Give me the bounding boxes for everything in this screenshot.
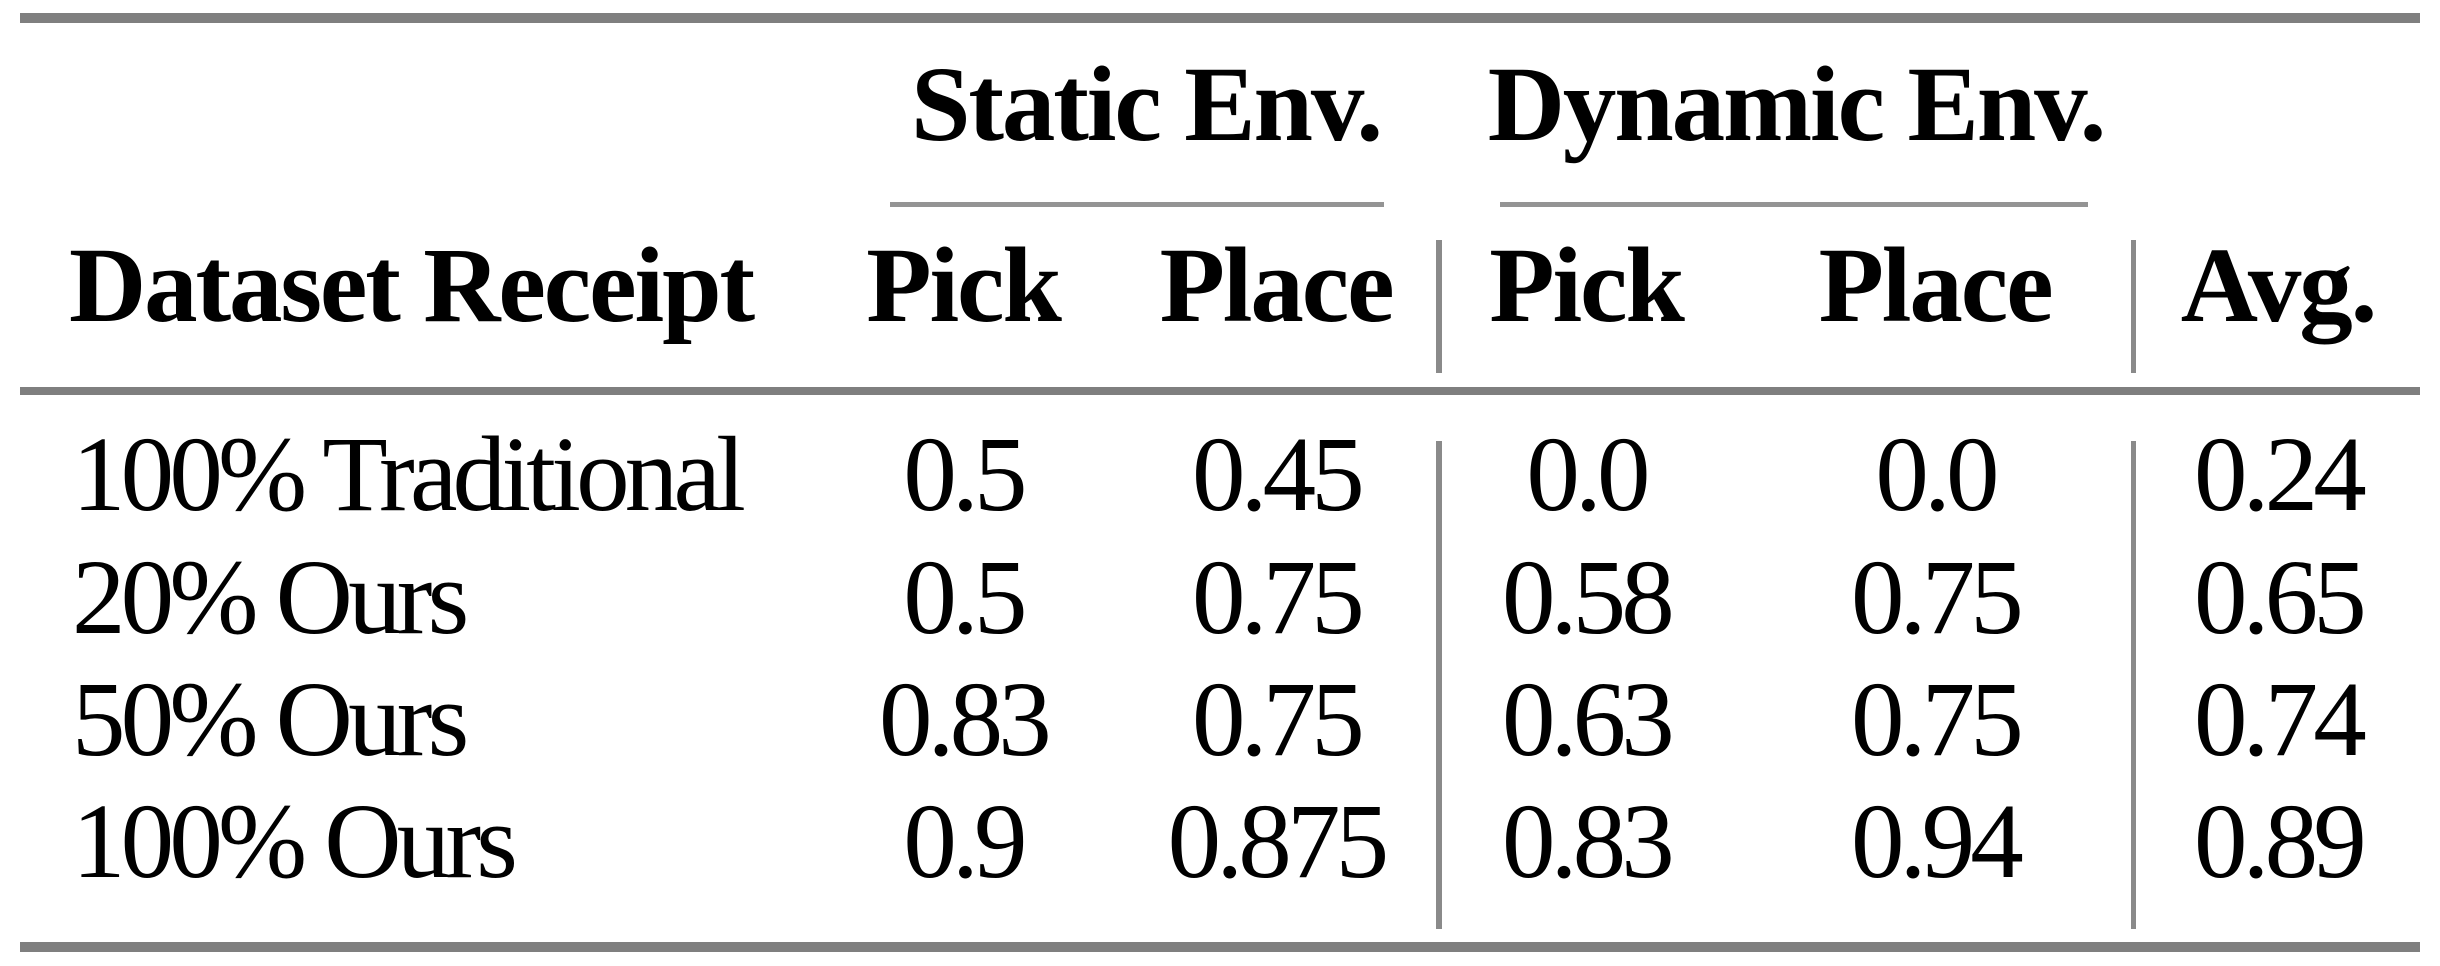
cell-static-pick: 0.5 [903, 416, 1027, 534]
row-label-100pct-traditional: 100% Traditional [72, 416, 746, 534]
column-header-dynamic-place: Place [1818, 227, 2054, 345]
row-label-50pct-ours: 50% Ours [72, 661, 469, 779]
cell-static-pick: 0.9 [903, 783, 1027, 901]
column-header-dynamic-pick: Pick [1489, 227, 1685, 345]
group-header-static-env: Static Env. [911, 46, 1383, 164]
group-header-dynamic-env: Dynamic Env. [1487, 46, 2107, 164]
cell-static-place: 0.75 [1192, 661, 1365, 779]
cell-avg: 0.74 [2194, 661, 2367, 779]
cell-static-place: 0.45 [1192, 416, 1365, 534]
cell-avg: 0.65 [2194, 539, 2367, 657]
table-bottom-rule [20, 942, 2420, 952]
cell-static-pick: 0.83 [879, 661, 1052, 779]
cell-dynamic-pick: 0.0 [1526, 416, 1650, 534]
cell-avg: 0.89 [2194, 783, 2367, 901]
vertical-separator-1-header [1436, 240, 1442, 373]
column-header-static-pick: Pick [866, 227, 1062, 345]
cell-static-place: 0.875 [1167, 783, 1389, 901]
vertical-separator-2-body [2131, 441, 2136, 929]
cell-dynamic-place: 0.0 [1875, 416, 1999, 534]
cell-dynamic-pick: 0.63 [1502, 661, 1675, 779]
cell-dynamic-pick: 0.58 [1502, 539, 1675, 657]
dynamic-env-cmidrule [1500, 202, 2088, 207]
column-header-avg: Avg. [2180, 227, 2378, 345]
static-env-cmidrule [890, 202, 1384, 207]
row-label-20pct-ours: 20% Ours [72, 539, 469, 657]
row-label-100pct-ours: 100% Ours [72, 783, 518, 901]
table-header-rule [20, 387, 2420, 395]
cell-dynamic-place: 0.75 [1851, 661, 2024, 779]
cell-dynamic-place: 0.94 [1851, 783, 2024, 901]
cell-dynamic-pick: 0.83 [1502, 783, 1675, 901]
cell-dynamic-place: 0.75 [1851, 539, 2024, 657]
column-header-static-place: Place [1159, 227, 1395, 345]
table-top-rule [20, 13, 2420, 23]
vertical-separator-1-body [1436, 441, 1442, 929]
cell-static-pick: 0.5 [903, 539, 1027, 657]
cell-avg: 0.24 [2194, 416, 2367, 534]
cell-static-place: 0.75 [1192, 539, 1365, 657]
vertical-separator-2-header [2131, 240, 2136, 373]
column-header-dataset-receipt: Dataset Receipt [69, 227, 755, 345]
